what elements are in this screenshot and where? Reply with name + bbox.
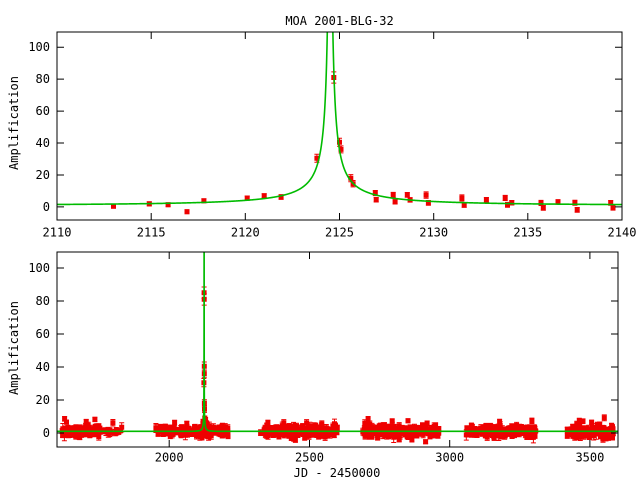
bottom-panel-y-tick-label: 40 bbox=[36, 360, 50, 374]
bottom-panel-y-tick-label: 0 bbox=[43, 426, 50, 440]
top-panel-x-tick-label: 2110 bbox=[43, 226, 72, 240]
bottom-panel-ticks bbox=[57, 252, 618, 447]
top-panel-ticks bbox=[56, 32, 623, 220]
bottom-panel-data-layer bbox=[57, 252, 618, 445]
figure-title: MOA 2001-BLG-32 bbox=[285, 14, 394, 28]
bottom-panel-y-tick-label: 60 bbox=[36, 327, 50, 341]
bottom-panel-x-tick-label: 3000 bbox=[435, 451, 464, 465]
top-panel-data-points bbox=[111, 75, 616, 215]
bottom-panel-data-points bbox=[59, 290, 616, 445]
top-panel-y-tick-label: 0 bbox=[43, 200, 50, 214]
bottom-panel-y-tick-label: 100 bbox=[28, 261, 50, 275]
top-panel-x-tick-label: 2130 bbox=[419, 226, 448, 240]
bottom-panel-x-tick-label: 2000 bbox=[155, 451, 184, 465]
bottom-panel-model-curve bbox=[57, 252, 618, 433]
top-panel-data-layer bbox=[57, 32, 622, 215]
bottom-panel-x-tick-label: 2500 bbox=[295, 451, 324, 465]
top-panel-x-tick-label: 2125 bbox=[325, 226, 354, 240]
top-panel-y-tick-label: 100 bbox=[28, 40, 50, 54]
top-panel-error-bars bbox=[111, 71, 616, 215]
top-panel-y-tick-label: 40 bbox=[36, 136, 50, 150]
top-panel-x-tick-label: 2140 bbox=[608, 226, 637, 240]
top-panel-model-curve bbox=[57, 32, 622, 206]
bottom-panel-y-tick-label: 80 bbox=[36, 294, 50, 308]
top-panel-x-tick-label: 2115 bbox=[137, 226, 166, 240]
top-panel-x-tick-label: 2120 bbox=[231, 226, 260, 240]
top-panel-x-tick-label: 2135 bbox=[513, 226, 542, 240]
top-panel-y-tick-label: 20 bbox=[36, 168, 50, 182]
bottom-panel-frame bbox=[56, 251, 619, 448]
top-panel-frame bbox=[56, 31, 623, 221]
top-panel-y-tick-label: 60 bbox=[36, 104, 50, 118]
bottom-panel-x-tick-label: 3500 bbox=[575, 451, 604, 465]
bottom-panel-y-tick-label: 20 bbox=[36, 393, 50, 407]
bottom-panel-x-axis-label: JD - 2450000 bbox=[293, 466, 381, 480]
top-panel-y-tick-label: 80 bbox=[36, 72, 50, 86]
